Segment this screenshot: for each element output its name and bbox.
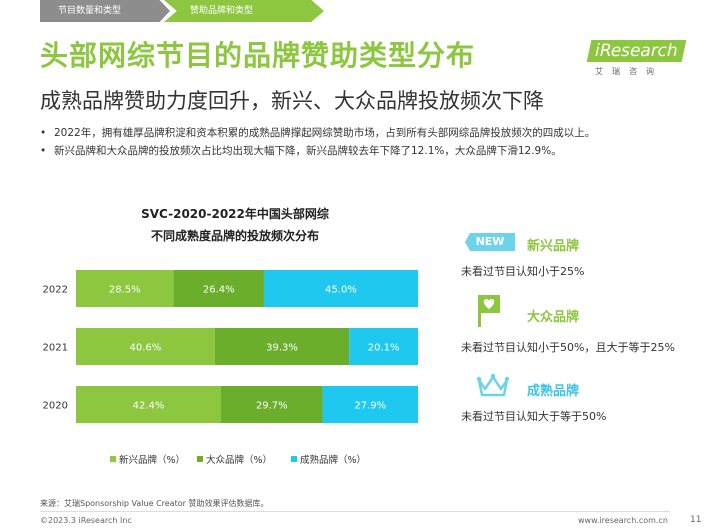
bar-segment [76,270,174,307]
category-label: 2021 [43,343,68,354]
bar-segment [221,386,323,423]
legend-label: 新兴品牌（%） [119,454,185,466]
page-subtitle: 成熟品牌赞助力度回升，新兴、大众品牌投放频次下降 [40,89,544,113]
category-label: 2020 [43,401,68,412]
logo-subtext: 艾瑞咨询 [595,67,663,76]
legend-swatch [197,456,203,462]
mature-brand-desc: 未看过节目认知大于等于50% [461,410,607,423]
data-label: 29.7% [256,401,288,412]
data-label: 27.9% [354,401,386,412]
footer-divider [40,511,670,512]
new-brand-desc: 未看过节目认知小于25% [461,265,585,278]
chart-title-line1: SVC-2020-2022年中国头部网综 [141,207,329,221]
source-note: 来源：艾瑞Sponsorship Value Creator 赞助效果评估数据库… [40,499,269,508]
iresearch-logo: iResearch 艾瑞咨询 [585,36,687,86]
page-title: 头部网综节目的品牌赞助类型分布 [40,39,476,72]
copyright: ©2023.3 iResearch Inc [40,516,132,525]
tab-sponsor-brands[interactable]: 赞助品牌和类型 [164,0,324,22]
mature-brand-title: 成熟品牌 [527,384,580,399]
new-brand-title: 新兴品牌 [527,239,580,254]
legend-label: 成熟品牌（%） [300,454,366,466]
page-number: 11 [690,515,702,525]
section-tabs: 节目数量和类型 赞助品牌和类型 [40,0,324,22]
bar-segment [173,270,264,307]
data-label: 28.5% [109,285,141,296]
mass-brand-desc: 未看过节目认知小于50%，且大于等于25% [461,341,675,354]
website-link[interactable]: www.iresearch.com.cn [578,516,668,525]
legend-label: 大众品牌（%） [206,454,272,466]
new-badge-icon: NEW [465,233,515,251]
tab-program-count[interactable]: 节目数量和类型 [40,0,170,22]
heart-flag-icon [478,295,500,327]
data-label: 20.1% [368,343,400,354]
bar-segment [263,270,418,307]
bar-segment [76,328,215,365]
bullet-item: • 2022年，拥有雄厚品牌积淀和资本积累的成熟品牌撑起网综赞助市场，占到所有头部… [40,127,596,139]
mass-brand-title: 大众品牌 [527,310,580,325]
crown-icon [476,373,510,397]
bar-segment [322,386,418,423]
chart-title-line2: 不同成熟度品牌的投放频次分布 [150,229,319,243]
data-label: 39.3% [266,343,298,354]
data-label: 45.0% [325,285,357,296]
data-label: 26.4% [203,285,235,296]
bar-segment [349,328,418,365]
bar-segment [76,386,222,423]
legend-swatch [110,456,116,462]
data-label: 40.6% [130,343,162,354]
bullet-item: • 新兴品牌和大众品牌的投放频次占比均出现大幅下降，新兴品牌较去年下降了12.1%… [40,145,562,157]
bullet-list: • 2022年，拥有雄厚品牌积淀和资本积累的成熟品牌撑起网综赞助市场，占到所有头部… [40,124,595,160]
bar-segment [214,328,350,365]
category-label: 2022 [43,285,68,296]
data-label: 42.4% [133,401,165,412]
chart-title: SVC-2020-2022年中国头部网综 不同成熟度品牌的投放频次分布 [100,203,370,247]
legend-swatch [291,456,297,462]
